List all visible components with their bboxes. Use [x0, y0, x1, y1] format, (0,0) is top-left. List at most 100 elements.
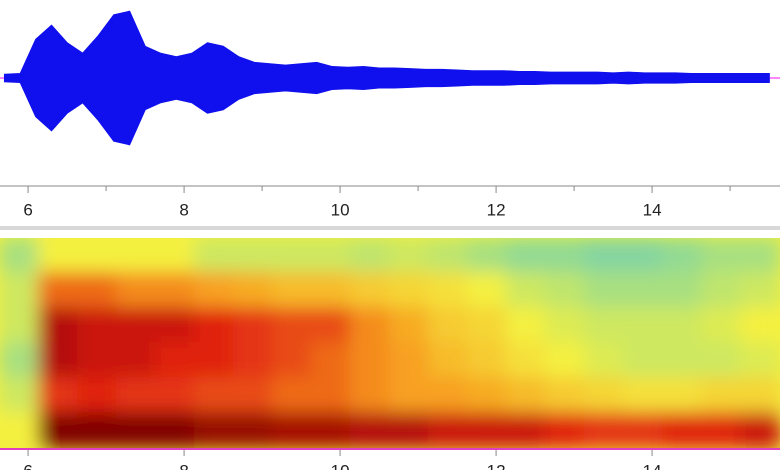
spectrogram-cell [350, 342, 391, 379]
spectrogram-cell [116, 238, 157, 274]
spectrogram-cell [233, 238, 274, 274]
spectrogram-cell [194, 412, 235, 448]
spectrogram-cell [584, 377, 625, 414]
spectrogram-panel [0, 238, 780, 448]
spectrogram-cell [350, 307, 391, 344]
spectrogram-cell [194, 272, 235, 309]
spectrogram-cell [584, 342, 625, 379]
x-tick-label: 14 [643, 200, 662, 219]
spectrogram-cell [77, 272, 118, 309]
spectrogram-cell [233, 272, 274, 309]
spectrogram-cell [116, 342, 157, 379]
spectrogram-cell [38, 238, 79, 274]
spectrogram-cell [0, 238, 40, 274]
spectrogram-cell [584, 307, 625, 344]
spectrogram-cell [428, 377, 469, 414]
spectrogram-cell [155, 412, 196, 448]
spectrogram-cell [194, 307, 235, 344]
spectrogram-cell [350, 272, 391, 309]
x-tick-label: 8 [179, 461, 188, 470]
x-tick-label: 10 [331, 200, 350, 219]
spectrogram-cell [389, 272, 430, 309]
spectrogram-cell [272, 377, 313, 414]
spectrogram-cell [623, 342, 664, 379]
spectrogram-cell [155, 238, 196, 274]
spectrogram-cell [428, 307, 469, 344]
spectrogram-cell [701, 272, 742, 309]
spectrogram-cell [623, 412, 664, 448]
spectrogram-cell [272, 342, 313, 379]
spectrogram-cell [311, 377, 352, 414]
spectrogram-cell [662, 342, 703, 379]
spectrogram-cell [272, 272, 313, 309]
spectrogram-cell [233, 342, 274, 379]
spectrogram-cell [389, 238, 430, 274]
spectrogram-cell [545, 272, 586, 309]
x-tick-label: 12 [487, 200, 506, 219]
spectrogram-cell [38, 272, 79, 309]
waveform [3, 10, 770, 146]
spectrogram-cell [545, 377, 586, 414]
spectrogram-cell [194, 342, 235, 379]
spectrogram-cell [116, 412, 157, 448]
spectrogram-cell [77, 307, 118, 344]
spectrogram-cell [38, 377, 79, 414]
spectrogram-cell [740, 342, 780, 379]
spectrogram-cell [116, 377, 157, 414]
spectrogram-cell [389, 307, 430, 344]
x-tick-label: 12 [487, 461, 506, 470]
spectrogram-cell [545, 307, 586, 344]
spectrogram-cell [389, 412, 430, 448]
spectrogram-cell [701, 412, 742, 448]
x-tick-label: 6 [23, 200, 32, 219]
spectrogram-cell [311, 272, 352, 309]
spectrogram-cell [740, 307, 780, 344]
spectrogram-cell [701, 307, 742, 344]
spectrogram-cell [0, 412, 40, 448]
spectrogram-cell [311, 238, 352, 274]
spectrogram-cell [155, 307, 196, 344]
spectrogram-cell [389, 342, 430, 379]
spectrogram-cell [272, 412, 313, 448]
spectrogram-cell [155, 272, 196, 309]
spectrogram-cell [116, 272, 157, 309]
x-tick-label: 14 [643, 461, 662, 470]
spectrogram-cell [506, 412, 547, 448]
spectrogram-cell [623, 272, 664, 309]
spectrogram-cell [77, 412, 118, 448]
spectrogram-cell [428, 272, 469, 309]
spectrogram-cell [350, 412, 391, 448]
spectrogram-cell [194, 238, 235, 274]
spectrogram-cell [740, 238, 780, 274]
spectrogram-cell [506, 342, 547, 379]
spectrogram-cell [0, 307, 40, 344]
spectrogram-cell [740, 377, 780, 414]
spectrogram-cell [584, 238, 625, 274]
spectrogram-cell [428, 342, 469, 379]
spectrogram-cell [233, 307, 274, 344]
spectrogram-cell [0, 272, 40, 309]
spectrogram-cell [155, 342, 196, 379]
spectrogram-cell [428, 412, 469, 448]
spectrogram-cell [740, 412, 780, 448]
spectrogram-cell [467, 307, 508, 344]
spectrogram-cell [740, 272, 780, 309]
spectrogram-cell [0, 342, 40, 379]
spectrogram-cell [350, 238, 391, 274]
x-tick-label: 8 [179, 200, 188, 219]
spectrogram-cell [467, 377, 508, 414]
axes: 6 8 10 12 14 6 8 10 12 14 [23, 186, 731, 470]
spectrogram-cell [701, 238, 742, 274]
spectrogram-cell [389, 377, 430, 414]
spectrogram-cell [506, 272, 547, 309]
spectrogram-cell [506, 377, 547, 414]
spectrogram-cell [38, 412, 79, 448]
spectrogram-cell [662, 307, 703, 344]
spectrogram-cell [233, 412, 274, 448]
spectrogram-cell [116, 307, 157, 344]
spectrogram-cell [623, 377, 664, 414]
spectrogram-cell [662, 238, 703, 274]
spectrogram-cell [662, 377, 703, 414]
spectrogram-cell [467, 342, 508, 379]
